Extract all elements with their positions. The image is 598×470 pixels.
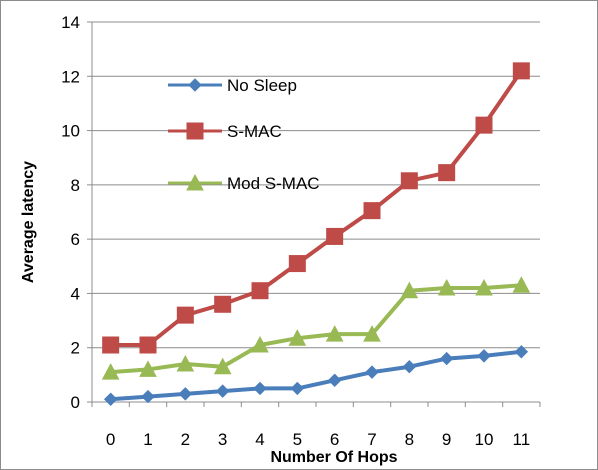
series-mod-s-mac	[101, 276, 531, 380]
legend-marker-no-sleep	[188, 78, 202, 92]
legend-label-s-mac: S-MAC	[227, 122, 282, 141]
data-point-no-sleep	[253, 381, 267, 396]
x-axis-title: Number Of Hops	[270, 449, 397, 466]
y-tick-label: 12	[61, 67, 80, 86]
data-point-no-sleep	[365, 365, 379, 379]
data-point-no-sleep	[514, 345, 529, 359]
series-line-mod-s-mac	[110, 283, 522, 375]
y-tick-label: 2	[71, 339, 80, 358]
x-tick-label: 9	[442, 430, 451, 449]
data-point-s-mac	[438, 164, 456, 182]
legend-marker-s-mac	[186, 122, 204, 140]
data-point-no-sleep	[290, 381, 305, 396]
data-point-s-mac	[400, 172, 418, 190]
x-tick-label: 8	[405, 430, 414, 449]
y-tick-label: 8	[71, 176, 80, 195]
data-point-s-mac	[512, 62, 530, 80]
y-tick-label: 0	[71, 393, 80, 412]
data-point-no-sleep	[178, 387, 193, 401]
series-line-no-sleep	[110, 349, 522, 402]
data-point-no-sleep	[103, 392, 118, 406]
series-no-sleep	[103, 345, 529, 406]
data-point-no-sleep	[402, 360, 417, 374]
legend-marker-mod-s-mac	[186, 173, 204, 191]
data-point-s-mac	[214, 295, 232, 313]
x-tick-label: 7	[367, 430, 376, 449]
series-s-mac	[102, 62, 530, 354]
data-point-s-mac	[251, 282, 269, 300]
x-tick-label: 3	[218, 430, 227, 449]
data-point-mod-s-mac	[139, 360, 157, 377]
data-point-s-mac	[326, 227, 344, 245]
data-point-mod-s-mac	[176, 354, 195, 372]
legend-label-mod-s-mac: Mod S-MAC	[227, 174, 320, 193]
y-tick-label: 4	[71, 284, 80, 303]
x-tick-label: 10	[475, 430, 494, 449]
data-point-mod-s-mac	[400, 281, 419, 299]
data-point-s-mac	[363, 202, 381, 220]
y-tick-label: 6	[71, 230, 80, 249]
x-tick-label: 0	[106, 430, 115, 449]
data-point-no-sleep	[215, 384, 230, 398]
data-point-no-sleep	[327, 373, 342, 387]
data-point-no-sleep	[439, 351, 454, 366]
data-point-s-mac	[288, 255, 306, 273]
x-tick-label: 11	[513, 430, 531, 449]
x-tick-label: 1	[143, 430, 152, 449]
y-tick-label: 10	[61, 122, 80, 141]
data-point-no-sleep	[141, 389, 155, 404]
data-point-mod-s-mac	[325, 325, 344, 342]
data-point-s-mac	[102, 336, 120, 354]
data-point-mod-s-mac	[512, 276, 531, 293]
y-tick-label: 14	[61, 13, 80, 32]
data-point-mod-s-mac	[213, 357, 232, 375]
data-point-s-mac	[139, 336, 157, 354]
data-point-mod-s-mac	[101, 363, 120, 380]
data-point-s-mac	[176, 306, 194, 324]
series-line-s-mac	[110, 69, 523, 347]
legend-label-no-sleep: No Sleep	[227, 76, 297, 95]
y-axis-title: Average latency	[20, 161, 37, 283]
data-point-no-sleep	[477, 349, 491, 363]
x-tick-label: 5	[293, 430, 302, 449]
data-point-mod-s-mac	[363, 325, 381, 342]
x-tick-label: 2	[181, 430, 190, 449]
x-tick-label: 4	[255, 430, 264, 449]
x-tick-label: 6	[330, 430, 339, 449]
data-point-mod-s-mac	[288, 329, 307, 346]
data-point-mod-s-mac	[437, 278, 456, 296]
data-point-s-mac	[475, 116, 493, 134]
data-point-mod-s-mac	[251, 335, 269, 353]
data-point-mod-s-mac	[475, 278, 493, 296]
